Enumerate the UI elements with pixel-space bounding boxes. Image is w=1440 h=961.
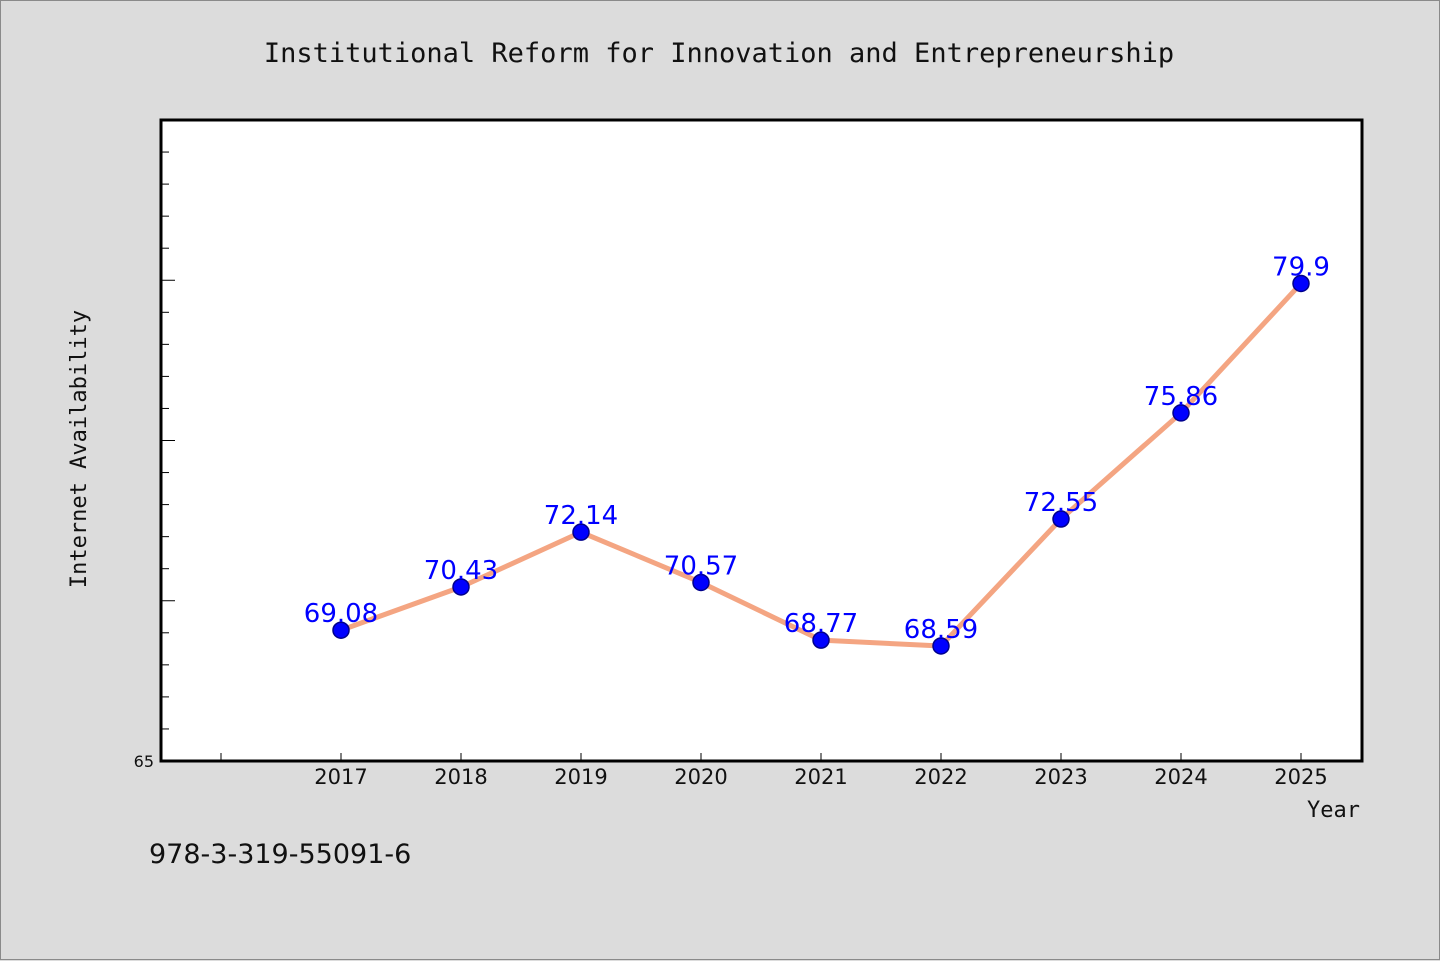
x-tick-label: 2021 bbox=[794, 765, 847, 789]
data-label: 69.08 bbox=[304, 599, 378, 629]
x-tick-label: 2022 bbox=[914, 765, 967, 789]
data-point bbox=[692, 573, 710, 592]
data-point bbox=[812, 631, 830, 649]
x-tick-label: 2018 bbox=[434, 765, 487, 789]
data-label: 70.43 bbox=[424, 556, 498, 586]
x-tick-label: 2019 bbox=[554, 765, 607, 789]
x-tick-labels: 2017 2018 2019 2020 2021 2022 2023 2024 2025 bbox=[314, 765, 1327, 789]
data-point bbox=[332, 621, 350, 639]
data-label: 68.77 bbox=[784, 609, 858, 639]
x-tick-label: 2023 bbox=[1034, 765, 1087, 789]
x-tick-label: 2024 bbox=[1154, 765, 1207, 789]
data-point bbox=[1052, 510, 1070, 528]
chart-title: Institutional Reform for Innovation and … bbox=[264, 38, 1174, 69]
data-label: 70.57 bbox=[664, 551, 738, 581]
data-point bbox=[932, 637, 950, 655]
data-label: 72.14 bbox=[544, 501, 618, 531]
y-axis-ticks bbox=[161, 151, 175, 730]
data-point bbox=[452, 578, 470, 596]
data-label: 68.59 bbox=[904, 615, 978, 645]
x-tick-label: 2017 bbox=[314, 765, 367, 789]
y-tick-label: 65 bbox=[134, 752, 154, 771]
x-axis-ticks bbox=[220, 753, 1302, 761]
x-tick-label: 2025 bbox=[1274, 765, 1327, 789]
x-axis-label: Year bbox=[1307, 798, 1360, 823]
y-axis-label: Internet Availability bbox=[67, 310, 92, 588]
data-label: 75.86 bbox=[1144, 382, 1218, 412]
plot-area bbox=[159, 118, 1364, 763]
data-markers bbox=[332, 274, 1310, 655]
x-tick-label: 2020 bbox=[674, 765, 727, 789]
footer-code: 978-3-319-55091-6 bbox=[149, 839, 411, 870]
data-point bbox=[572, 523, 590, 541]
data-point bbox=[1172, 404, 1190, 422]
data-label: 72.55 bbox=[1024, 488, 1098, 518]
data-point bbox=[1292, 274, 1310, 293]
data-label: 79.9 bbox=[1272, 252, 1330, 282]
data-labels: 69.08 70.43 72.14 70.57 68.77 68.59 72.55 75.86… bbox=[304, 252, 1330, 644]
